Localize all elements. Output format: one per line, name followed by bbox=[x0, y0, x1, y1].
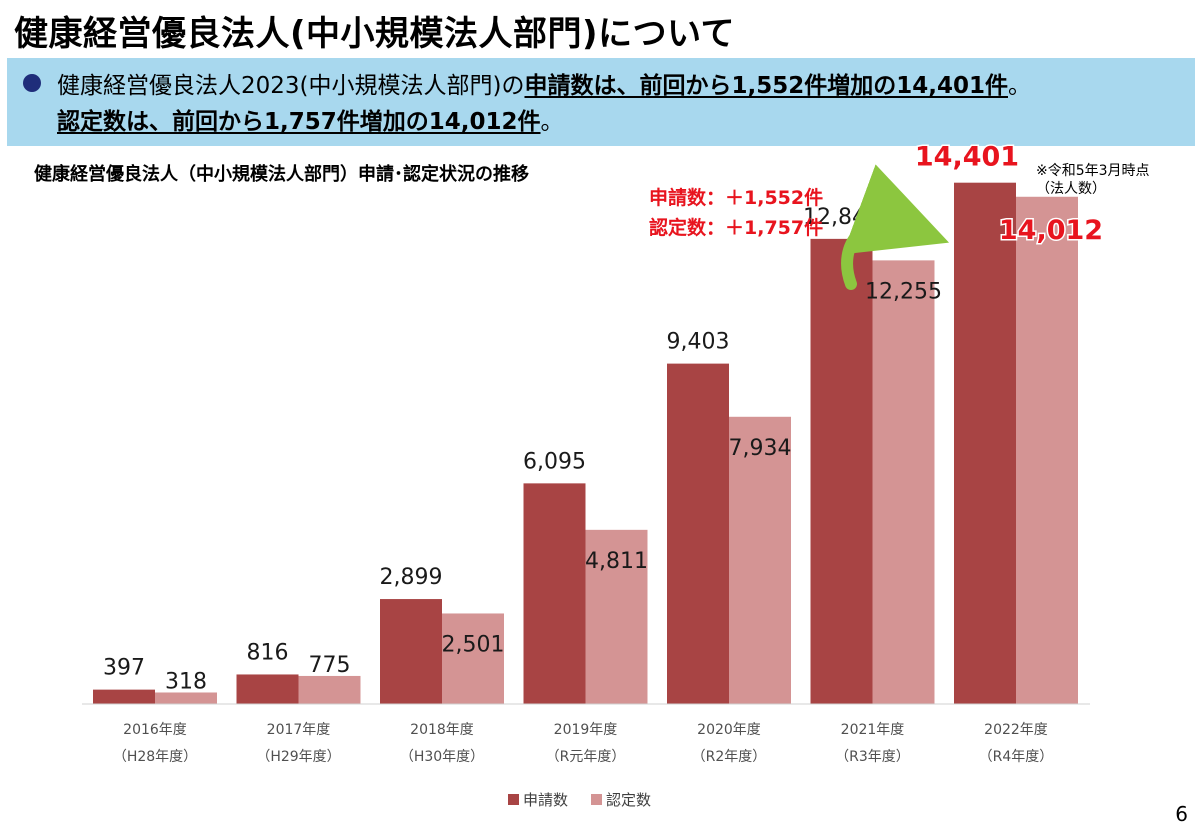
x-tick-label-1: 2017年度 bbox=[267, 722, 331, 738]
bar-certifications-6 bbox=[1016, 196, 1078, 704]
bar-certifications-1 bbox=[298, 675, 361, 704]
bar-certifications-2 bbox=[442, 613, 504, 704]
summary-line-1-bold: 申請数は、前回から1,552件増加の14,401件 bbox=[524, 73, 1008, 99]
bar-applications-6 bbox=[954, 182, 1016, 704]
data-label-certifications-3: 4,811 bbox=[585, 549, 648, 574]
bar-applications-4 bbox=[667, 363, 729, 704]
data-label-certifications-2: 2,501 bbox=[442, 632, 505, 657]
bar-applications-5 bbox=[810, 238, 873, 704]
bar-applications-1 bbox=[236, 674, 299, 704]
bar-certifications-4 bbox=[729, 416, 791, 704]
note-date: ※令和5年3月時点 bbox=[1036, 163, 1150, 179]
x-tick-sublabel-6: （R4年度） bbox=[979, 749, 1054, 765]
annotation-applications: 申請数：＋1,552件 bbox=[649, 186, 823, 209]
chart-subtitle: 健康経営優良法人（中小規模法人部門）申請･認定状況の推移 bbox=[34, 164, 529, 185]
x-tick-label-5: 2021年度 bbox=[841, 722, 905, 738]
data-label-certifications-0: 318 bbox=[165, 669, 207, 694]
summary-banner: 健康経営優良法人2023(中小規模法人部門)の申請数は、前回から1,552件増加… bbox=[7, 58, 1195, 146]
bar-applications-0 bbox=[93, 689, 155, 704]
bar-certifications-3 bbox=[585, 529, 648, 704]
x-tick-sublabel-5: （R3年度） bbox=[835, 749, 910, 765]
data-label-applications-6: 14,401 bbox=[915, 142, 1019, 173]
x-tick-sublabel-4: （R2年度） bbox=[692, 749, 767, 765]
bars-layer bbox=[93, 182, 1078, 704]
legend-swatch-applications bbox=[508, 794, 519, 805]
x-tick-label-2: 2018年度 bbox=[410, 722, 474, 738]
summary-line-2-suffix: 。 bbox=[540, 109, 564, 135]
data-label-certifications-6: 14,012 bbox=[999, 215, 1103, 246]
x-tick-sublabel-0: （H28年度） bbox=[113, 749, 197, 765]
x-tick-labels: 2016年度 （H28年度） 2017年度 （H29年度） 2018年度 （H30年度） 2… bbox=[113, 722, 1053, 765]
increase-arrow-icon bbox=[841, 164, 950, 290]
summary-line-1: 健康経営優良法人2023(中小規模法人部門)の申請数は、前回から1,552件増加… bbox=[57, 66, 1031, 100]
summary-line-2-bold: 認定数は、前回から1,757件増加の14,012件 bbox=[57, 109, 541, 135]
summary-line-2: 認定数は、前回から1,757件増加の14,012件。 bbox=[57, 102, 564, 136]
bar-applications-2 bbox=[380, 599, 442, 704]
data-label-applications-3: 6,095 bbox=[523, 449, 586, 474]
chart-note: ※令和5年3月時点 （法人数） bbox=[1036, 162, 1150, 198]
legend-label-applications: 申請数 bbox=[523, 791, 568, 809]
labels-layer: 397 318 816 775 2,899 2,501 6,095 4,811 9,403 7,9… bbox=[103, 140, 1105, 694]
x-tick-label-6: 2022年度 bbox=[984, 722, 1048, 738]
x-tick-label-4: 2020年度 bbox=[697, 722, 761, 738]
bullet-icon bbox=[23, 74, 41, 92]
chart-legend: 申請数 認定数 bbox=[508, 791, 651, 809]
legend-swatch-certifications bbox=[591, 794, 602, 805]
bar-certifications-0 bbox=[155, 692, 217, 704]
data-label-certifications-5: 12,255 bbox=[865, 279, 942, 304]
data-label-certifications-4: 7,934 bbox=[729, 436, 792, 461]
annotation-certifications: 認定数：＋1,757件 bbox=[649, 216, 823, 239]
bar-certifications-5 bbox=[872, 260, 935, 704]
x-tick-label-3: 2019年度 bbox=[554, 722, 618, 738]
data-label-certifications-1: 775 bbox=[309, 653, 351, 678]
x-tick-sublabel-1: （H29年度） bbox=[256, 749, 340, 765]
page-number: 6 bbox=[1175, 802, 1188, 826]
note-unit: （法人数） bbox=[1036, 181, 1106, 197]
x-tick-sublabel-3: （R元年度） bbox=[546, 749, 626, 765]
page-title: 健康経営優良法人(中小規模法人部門)について bbox=[14, 14, 736, 54]
data-label-applications-0: 397 bbox=[103, 656, 145, 681]
bar-applications-3 bbox=[523, 483, 586, 704]
summary-line-1-prefix: 健康経営優良法人2023(中小規模法人部門)の bbox=[57, 73, 525, 99]
legend-label-certifications: 認定数 bbox=[606, 791, 651, 809]
data-label-applications-4: 9,403 bbox=[667, 330, 730, 355]
x-tick-label-0: 2016年度 bbox=[123, 722, 187, 738]
summary-line-1-suffix: 。 bbox=[1008, 73, 1031, 99]
data-label-applications-1: 816 bbox=[247, 640, 289, 665]
x-tick-sublabel-2: （H30年度） bbox=[400, 749, 484, 765]
data-label-applications-2: 2,899 bbox=[380, 565, 443, 590]
